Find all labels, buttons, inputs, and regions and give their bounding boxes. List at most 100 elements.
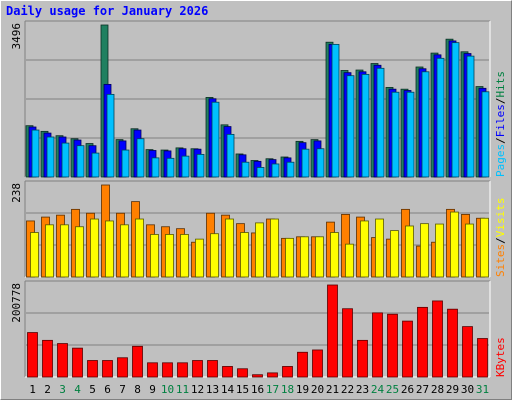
bar-pages <box>451 42 460 178</box>
x-tick-label: 4 <box>74 383 81 396</box>
x-tick-label: 5 <box>89 383 96 396</box>
x-tick-label: 7 <box>119 383 126 396</box>
bar-kbytes <box>42 339 53 378</box>
bar-sites <box>45 224 54 278</box>
x-tick-label: 13 <box>206 383 219 396</box>
legend: Pages/Files/Hits <box>494 71 507 177</box>
bar-kbytes <box>177 362 188 378</box>
chart-title: Daily usage for January 2026 <box>6 4 209 18</box>
legend-entry: Sites <box>494 244 507 277</box>
bar-kbytes <box>357 339 368 378</box>
y-max-label: 200778 <box>10 283 23 323</box>
bar-pages <box>211 101 220 178</box>
bar-kbytes <box>87 360 98 378</box>
x-tick-label: 18 <box>281 383 294 396</box>
bar-sites <box>75 226 84 278</box>
x-tick-label: 20 <box>311 383 324 396</box>
bar-sites <box>300 236 309 278</box>
bar-kbytes <box>132 345 143 378</box>
x-tick-label: 22 <box>341 383 354 396</box>
bar-sites <box>165 234 174 278</box>
bar-sites <box>195 238 204 278</box>
bar-kbytes <box>447 308 458 378</box>
bar-sites <box>360 220 369 278</box>
bar-kbytes <box>117 357 128 378</box>
bar-sites <box>390 230 399 278</box>
bar-pages <box>76 145 85 178</box>
bar-kbytes <box>207 360 218 378</box>
bar-kbytes <box>267 372 278 378</box>
bar-pages <box>136 138 145 178</box>
legend-entry: Visits <box>494 198 507 238</box>
x-tick-label: 26 <box>401 383 414 396</box>
x-tick-label: 14 <box>221 383 235 396</box>
bar-pages <box>256 167 265 178</box>
panel-hits-files-pages: 3496 Pages/Files/Hits <box>10 20 507 178</box>
bar-sites <box>60 224 69 278</box>
y-max-label: 3496 <box>10 23 23 50</box>
x-tick-label: 8 <box>134 383 141 396</box>
legend-entry: / <box>494 137 507 144</box>
bar-kbytes <box>432 300 443 378</box>
x-tick-label: 10 <box>161 383 174 396</box>
bar-pages <box>61 142 70 178</box>
bar-kbytes <box>147 362 158 378</box>
x-tick-label: 1 <box>29 383 36 396</box>
bar-kbytes <box>282 366 293 378</box>
bar-sites <box>285 237 294 278</box>
x-tick-label: 23 <box>356 383 369 396</box>
x-tick-label: 2 <box>44 383 51 396</box>
bar-pages <box>226 133 235 178</box>
bar-sites <box>120 224 129 278</box>
x-tick-label: 17 <box>266 383 279 396</box>
bar-pages <box>241 161 250 178</box>
bar-pages <box>46 136 55 178</box>
legend-entry: / <box>494 98 507 105</box>
bar-kbytes <box>327 284 338 378</box>
bar-pages <box>391 91 400 178</box>
bar-sites <box>150 234 159 278</box>
y-max-label: 238 <box>10 183 23 203</box>
bar-kbytes <box>387 313 398 378</box>
bar-pages <box>466 55 475 178</box>
x-tick-label: 6 <box>104 383 111 396</box>
bar-sites <box>420 223 429 278</box>
bar-kbytes <box>27 332 38 378</box>
bar-pages <box>316 148 325 178</box>
bar-sites <box>225 218 234 278</box>
bar-kbytes <box>417 306 428 378</box>
bar-pages <box>421 71 430 178</box>
bar-pages <box>91 152 100 178</box>
legend: Sites/Visits <box>494 198 507 278</box>
panel-visits-sites: 238 Sites/Visits <box>10 180 507 278</box>
bar-pages <box>346 75 355 178</box>
bar-sites <box>330 232 339 278</box>
bar-kbytes <box>162 362 173 378</box>
x-tick-label: 15 <box>236 383 249 396</box>
legend-entry: KBytes <box>494 337 507 377</box>
bar-kbytes <box>222 366 233 378</box>
bar-pages <box>481 91 490 178</box>
bar-pages <box>301 148 310 178</box>
bar-sites <box>480 217 489 278</box>
bar-sites <box>315 236 324 278</box>
bar-kbytes <box>57 343 68 378</box>
x-tick-label: 16 <box>251 383 264 396</box>
bar-sites <box>405 225 414 278</box>
bar-sites <box>180 234 189 278</box>
bar-sites <box>30 232 39 278</box>
bar-sites <box>465 223 474 278</box>
legend: KBytes <box>494 337 507 377</box>
bar-sites <box>90 218 99 278</box>
bar-pages <box>436 57 445 178</box>
x-tick-label: 24 <box>371 383 385 396</box>
bar-pages <box>181 155 190 178</box>
bar-kbytes <box>192 360 203 378</box>
bar-pages <box>376 67 385 178</box>
bar-sites <box>345 243 354 278</box>
bar-sites <box>240 232 249 278</box>
bar-pages <box>286 161 295 178</box>
bar-pages <box>331 43 340 178</box>
x-tick-label: 19 <box>296 383 309 396</box>
x-tick-label: 21 <box>326 383 339 396</box>
